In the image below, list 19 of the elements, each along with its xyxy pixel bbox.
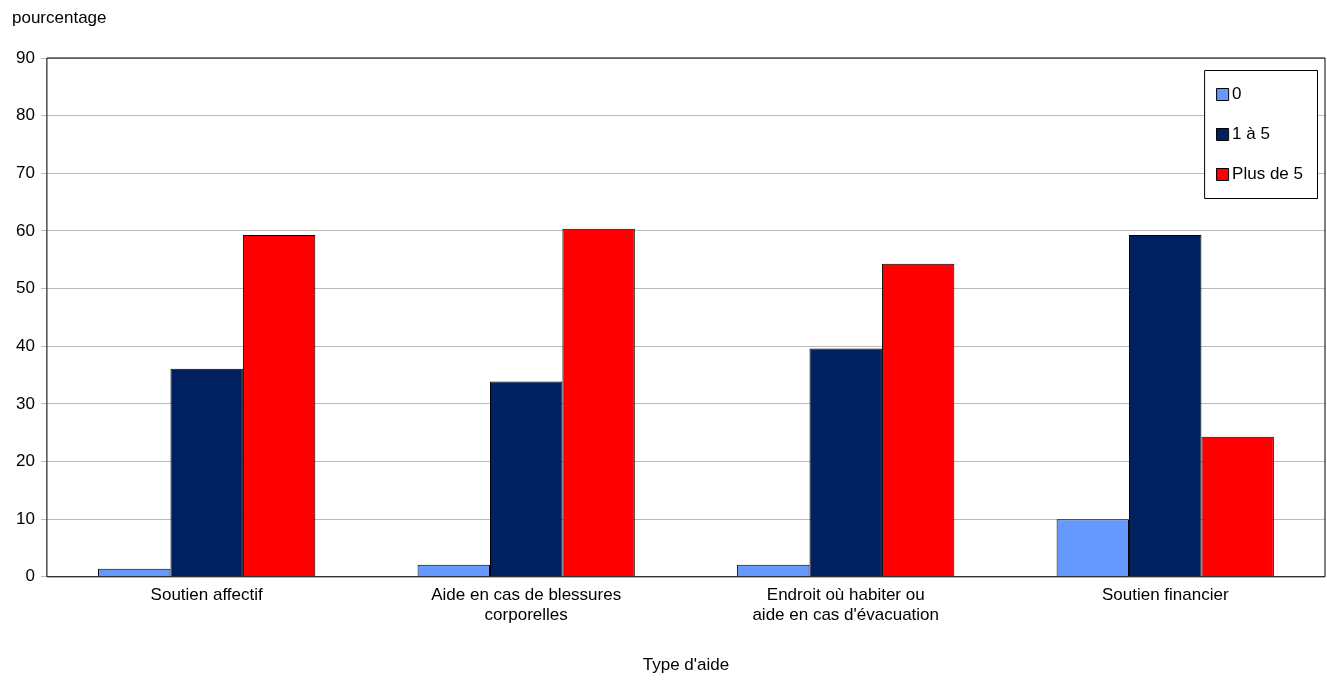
x-tick-label: Soutien financier (1101, 584, 1229, 604)
x-tick-label: Aide en cas de blessures corporelles (431, 584, 622, 625)
legend-label: 1 à 5 (1232, 123, 1270, 143)
y-tick-label: 70 (15, 162, 35, 182)
legend-label: 0 (1232, 83, 1242, 103)
y-tick-label: 80 (15, 105, 35, 125)
legend-label: Plus de 5 (1232, 163, 1304, 183)
x-tick-label: Endroit où habiter ou aide en cas d'évacuation (752, 584, 940, 625)
y-axis-title: pourcentage (12, 8, 107, 28)
y-tick-label: 20 (15, 451, 35, 471)
y-tick-label: 40 (15, 335, 35, 355)
y-tick-label: 60 (15, 220, 35, 240)
x-tick-label: Soutien affectif (150, 584, 264, 604)
y-tick-label: 50 (15, 278, 35, 298)
y-tick-label: 10 (15, 508, 35, 528)
y-tick-label: 0 (25, 566, 35, 586)
y-tick-label: 30 (15, 393, 35, 413)
x-axis-title: Type d'aide (642, 655, 730, 675)
y-tick-label: 90 (15, 47, 35, 67)
